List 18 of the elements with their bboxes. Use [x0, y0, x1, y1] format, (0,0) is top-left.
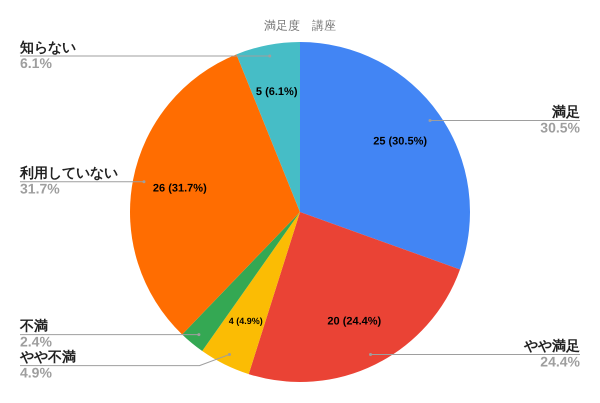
data-label: 4 (4.9%): [228, 316, 263, 326]
data-label: 20 (24.4%): [327, 316, 382, 328]
slice-label: 満足: [551, 103, 580, 120]
data-label: 25 (30.5%): [373, 136, 428, 148]
data-label: 26 (31.7%): [152, 182, 208, 195]
slice-label: 利用していない: [19, 164, 118, 181]
slice-label: 知らない: [19, 38, 76, 55]
text: 30.5%: [540, 119, 581, 136]
data-label: 5 (6.1%): [256, 86, 298, 98]
text: 2.4%: [20, 333, 52, 350]
slice-label: やや不満: [19, 348, 76, 364]
chart-title: 満足度 講座: [264, 18, 336, 33]
text: 24.4%: [540, 353, 581, 370]
text: 6.1%: [20, 54, 52, 71]
slice-label: やや満足: [523, 337, 580, 354]
text: 4.9%: [20, 364, 52, 380]
slice-label: 不満: [19, 317, 48, 334]
text: 31.7%: [20, 180, 60, 197]
